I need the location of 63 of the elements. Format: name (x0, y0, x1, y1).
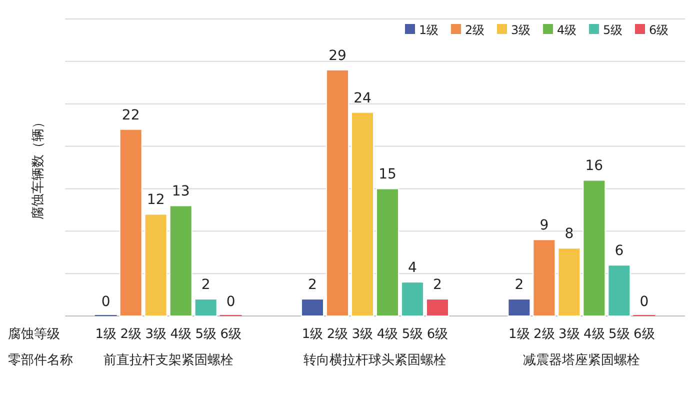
text: 5级 (402, 327, 424, 342)
text: 4级 (376, 327, 398, 342)
text: 3级 (145, 327, 166, 342)
bar (119, 128, 142, 316)
x-tick-label: 转向横拉杆球头紧固螺栓 (304, 353, 446, 368)
bar (326, 69, 349, 316)
bar (532, 239, 556, 316)
text: 零部件名称 (8, 353, 73, 368)
text: 5级 (195, 327, 216, 342)
data-label: 16 (585, 158, 604, 174)
legend-label: 3级 (511, 23, 531, 37)
data-label: 0 (640, 294, 649, 310)
x-tick-label: 减震器塔座紧固螺栓 (523, 352, 640, 368)
bar (144, 214, 168, 316)
y-axis-title: 腐蚀车辆数（辆） (31, 116, 46, 220)
legend-label: 6级 (649, 23, 669, 37)
bar (194, 298, 218, 316)
data-label: 2 (308, 277, 317, 294)
x-tick-label: 前直拉杆支架紧固螺栓 (103, 353, 234, 368)
bar (351, 112, 374, 316)
text: 1级 (95, 327, 116, 342)
data-label: 2 (433, 277, 442, 294)
text: 3级 (352, 327, 374, 342)
data-label: 8 (564, 226, 574, 242)
text: 腐蚀等级 (8, 327, 60, 342)
data-label: 4 (408, 260, 418, 276)
legend-label: 2级 (465, 23, 485, 37)
text: 3级 (558, 327, 580, 342)
data-label: 29 (328, 48, 346, 64)
data-label: 9 (540, 218, 549, 234)
data-label: 24 (354, 90, 372, 106)
bar (376, 188, 399, 316)
bar (582, 180, 606, 316)
bar (401, 282, 424, 316)
data-label: 0 (101, 294, 110, 310)
data-label: 13 (172, 184, 190, 200)
legend-label: 5级 (603, 23, 623, 37)
legend-label: 1级 (419, 23, 439, 37)
text: 2级 (120, 327, 142, 342)
legend-label: 4级 (557, 23, 577, 37)
data-label: 6 (614, 243, 624, 260)
bar (508, 298, 531, 316)
data-label: 15 (378, 166, 396, 183)
data-label: 2 (201, 277, 210, 294)
data-label: 0 (226, 294, 236, 310)
bar (608, 264, 631, 316)
text: 2级 (326, 327, 348, 342)
bar (169, 205, 192, 316)
data-label: 2 (514, 277, 524, 294)
text: 5级 (608, 327, 630, 342)
text: 4级 (584, 327, 605, 342)
text: 6级 (220, 327, 242, 342)
data-label: 22 (122, 107, 140, 124)
text: 2级 (534, 327, 555, 342)
text: 6级 (426, 327, 448, 342)
text: 4级 (170, 327, 192, 342)
bar (558, 248, 581, 316)
text: 6级 (634, 327, 655, 342)
text: 1级 (508, 327, 530, 342)
data-label: 12 (146, 192, 165, 208)
bar (301, 298, 324, 316)
bar (426, 298, 449, 316)
text: 1级 (302, 327, 324, 342)
